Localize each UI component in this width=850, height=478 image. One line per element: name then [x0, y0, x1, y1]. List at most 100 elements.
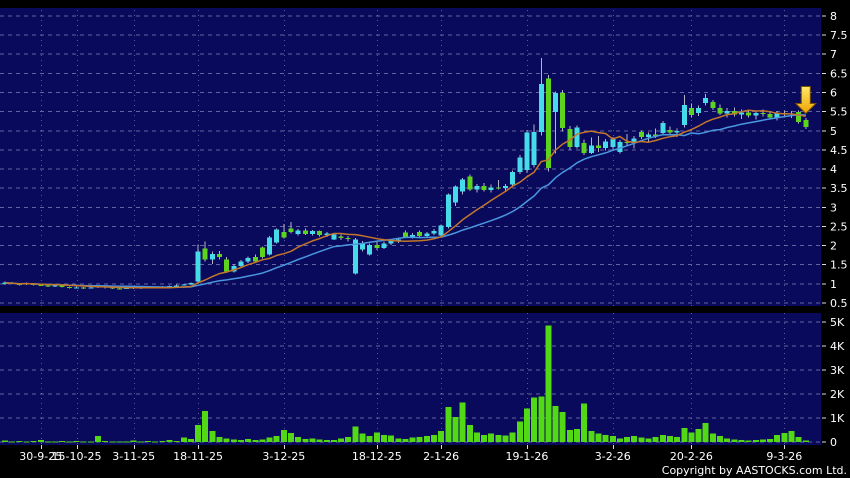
candle [503, 185, 508, 189]
volume-bar [202, 410, 209, 442]
volume-bar [30, 441, 37, 443]
volume-bar [288, 432, 294, 442]
volume-bar [695, 428, 702, 442]
candle [738, 112, 744, 115]
candle [553, 93, 559, 112]
volume-bar [724, 438, 731, 442]
volume-bars-layer [2, 325, 809, 443]
volume-bar [409, 437, 416, 442]
candle [653, 134, 659, 137]
volume-bar [659, 434, 666, 442]
volume-bar [488, 433, 495, 442]
candle [402, 232, 408, 237]
volume-bar [94, 436, 101, 442]
volume-bar [502, 435, 509, 442]
volume-bar [359, 433, 366, 442]
volume-bar [16, 441, 23, 443]
candle [195, 251, 201, 282]
date-label: 3-11-25 [112, 450, 155, 463]
volume-bar [616, 438, 623, 442]
volume-bar [652, 437, 659, 442]
volume-bar [717, 436, 723, 442]
volume-bar [709, 433, 716, 442]
volume-bar [59, 440, 66, 442]
svg-text:5: 5 [830, 125, 837, 138]
volume-bar [73, 441, 80, 443]
candle [388, 240, 394, 244]
volume-bar [252, 440, 259, 442]
svg-text:1: 1 [830, 278, 837, 291]
volume-bar [216, 437, 223, 442]
candle [395, 239, 401, 241]
svg-text:3.5: 3.5 [830, 182, 848, 195]
candle [531, 131, 537, 165]
candle [617, 141, 623, 152]
volume-bar [230, 439, 237, 442]
candle [603, 141, 609, 148]
candle [360, 243, 365, 250]
volume-bar [731, 439, 738, 442]
candle [495, 187, 501, 189]
volume-bar [588, 431, 595, 442]
candle [345, 237, 351, 239]
volume-bar [466, 425, 473, 442]
date-label: 3-12-25 [262, 450, 305, 463]
volume-bar [352, 426, 359, 442]
candle [124, 288, 130, 290]
date-label: 3-2-26 [595, 450, 631, 463]
candle [460, 179, 466, 192]
candle [74, 287, 79, 289]
candle [338, 236, 344, 238]
candle [567, 128, 573, 147]
svg-text:2: 2 [830, 240, 837, 253]
candle [238, 261, 244, 267]
volume-bar [66, 441, 73, 443]
volume-bar [481, 434, 488, 442]
candle [288, 228, 294, 233]
volume-bar [330, 440, 337, 442]
volume-bar [531, 397, 538, 442]
candle [81, 287, 87, 289]
volume-bar [259, 439, 266, 442]
volume-bar [123, 441, 130, 443]
date-label: 9-3-26 [766, 450, 802, 463]
volume-bar [423, 436, 430, 442]
volume-bar [137, 441, 144, 443]
volume-bar [674, 437, 681, 442]
candle [803, 120, 809, 127]
svg-text:5.5: 5.5 [830, 106, 848, 119]
volume-bar [245, 439, 252, 442]
candle [445, 194, 451, 227]
volume-bar [380, 434, 387, 442]
candle [524, 132, 530, 171]
candle [352, 239, 358, 274]
candle [381, 243, 387, 248]
candle [488, 187, 494, 191]
candle [660, 123, 666, 134]
volume-bar [323, 439, 330, 442]
svg-text:7.5: 7.5 [830, 29, 848, 42]
volume-bar [681, 428, 688, 442]
candle [424, 233, 430, 236]
down-arrow-annotation [794, 86, 818, 115]
candle [116, 288, 122, 290]
volume-bar [781, 432, 788, 442]
candle [209, 253, 215, 260]
svg-text:4: 4 [830, 163, 837, 176]
candle [767, 113, 773, 118]
volume-bar [9, 441, 16, 443]
candle [295, 230, 301, 235]
volume-bar [173, 440, 180, 442]
volume-bar [80, 441, 87, 443]
volume-bar [102, 441, 109, 443]
volume-bar [130, 440, 137, 442]
volume-bar [795, 437, 802, 442]
candle [667, 129, 673, 133]
svg-text:6.5: 6.5 [830, 67, 848, 80]
volume-bar [445, 407, 452, 442]
candle [510, 172, 516, 185]
volume-bar [509, 432, 516, 442]
candle [452, 186, 458, 203]
candle [217, 253, 222, 258]
